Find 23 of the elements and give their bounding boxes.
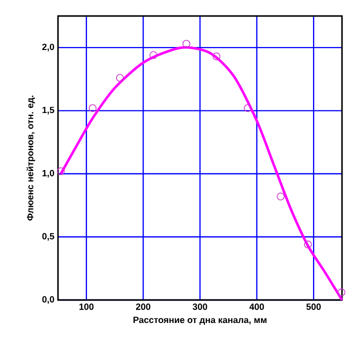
y-tick-label: 1,0 (42, 170, 54, 178)
point (150, 51, 158, 60)
point (88, 104, 97, 112)
point (338, 288, 346, 296)
x-tick-label: 100 (79, 304, 94, 310)
point (276, 192, 285, 200)
x-tick-label: 200 (136, 304, 150, 310)
y-tick-label: 0,0 (42, 296, 54, 304)
y-tick-label: 1,5 (42, 106, 54, 114)
point (212, 52, 220, 60)
y-tick-label: 0,5 (42, 233, 54, 241)
y-axis-title: Флюенс нейтронов, отн. ед. (26, 96, 36, 221)
point (244, 104, 252, 112)
x-tick-label: 300 (192, 304, 208, 310)
point (116, 74, 124, 82)
y-tick-label: 2,0 (42, 44, 54, 52)
line-series (60, 46, 344, 302)
x-axis-title: Расстояние от дна канала, мм (134, 316, 266, 325)
point (56, 167, 65, 176)
x-tick-label: 400 (249, 304, 264, 310)
point (304, 240, 312, 248)
point (182, 40, 190, 48)
x-tick-label: 500 (306, 304, 321, 310)
